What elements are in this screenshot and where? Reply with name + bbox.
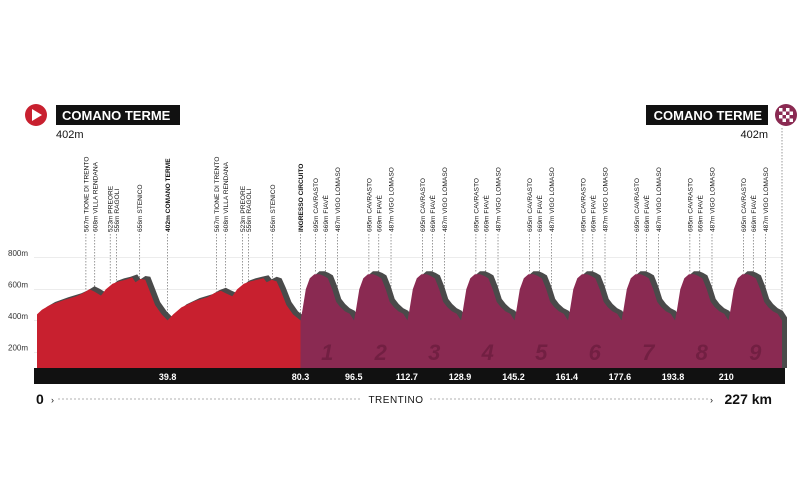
lap-number: 6 — [589, 340, 602, 365]
waypoint-label: 487m VIGO LOMASO — [603, 167, 610, 232]
finish-badge: COMANO TERME 402m — [646, 104, 797, 141]
waypoint-label: 669m FIAVÈ — [642, 195, 651, 232]
y-tick-label: 400m — [8, 312, 28, 321]
lap-number: 5 — [535, 340, 548, 365]
waypoint-label: 487m VIGO LOMASO — [442, 167, 449, 232]
flag-square — [782, 118, 786, 122]
km-band — [34, 368, 785, 384]
lap-number: 7 — [642, 340, 656, 365]
start-name: COMANO TERME — [62, 108, 171, 123]
waypoint-label: 695m CAVRASTO — [473, 178, 480, 232]
axis-end-arrow-icon: › — [710, 395, 713, 405]
lap-number: 3 — [428, 340, 440, 365]
km-marker-label: 177.6 — [609, 372, 632, 382]
flag-square — [786, 108, 790, 112]
km-marker-label: 112.7 — [396, 372, 418, 382]
waypoint-label: 487m VIGO LOMASO — [763, 167, 770, 232]
lap-number: 2 — [374, 340, 388, 365]
play-icon — [32, 109, 42, 121]
start-elevation: 402m — [56, 129, 84, 141]
finish-name: COMANO TERME — [654, 108, 763, 123]
waypoint-label: 695m CAVRASTO — [366, 178, 373, 232]
axis-start-arrow-icon: › — [51, 395, 54, 405]
waypoint-label: 669m FIAVÈ — [428, 195, 437, 232]
waypoint-label: INGRESSO CIRCUITO — [298, 164, 305, 232]
waypoint-label: 669m FIAVÈ — [749, 195, 758, 232]
waypoint-label: 487m VIGO LOMASO — [496, 167, 503, 232]
waypoint-label: 695m CAVRASTO — [420, 178, 427, 232]
profile-area-circuit — [300, 274, 782, 368]
waypoint-labels: 567m TIONE DI TRENTO 608m VILLA RENDANA 52… — [83, 128, 783, 321]
axis-end-label: 227 km — [725, 391, 772, 407]
waypoint-label: 556m RAGOLI — [114, 189, 121, 232]
y-tick-label: 600m — [8, 280, 28, 289]
km-marker-label: 96.5 — [345, 372, 363, 382]
waypoint-label: 487m VIGO LOMASO — [389, 167, 396, 232]
lap-number: 9 — [749, 340, 762, 365]
waypoint-label: 656m STENICO — [270, 184, 277, 232]
waypoint-label: 487m VIGO LOMASO — [335, 167, 342, 232]
y-tick-label: 200m — [8, 343, 28, 352]
waypoint-label: 608m VILLA RENDANA — [92, 161, 99, 232]
waypoint-label: 669m FIAVÈ — [695, 195, 704, 232]
km-marker-label: 210 — [719, 372, 734, 382]
lap-number: 4 — [481, 340, 494, 365]
waypoint-label: 695m CAVRASTO — [634, 178, 641, 232]
km-marker-label: 80.3 — [292, 372, 310, 382]
waypoint-label: 523m PREORE — [240, 185, 247, 232]
y-tick-label: 800m — [8, 249, 28, 258]
start-name-box — [56, 105, 180, 125]
elevation-profile — [37, 271, 787, 368]
waypoint-label: 695m CAVRASTO — [741, 178, 748, 232]
km-marker-label: 128.9 — [449, 372, 472, 382]
flag-square — [779, 108, 783, 112]
km-marker-label: 145.2 — [502, 372, 525, 382]
waypoint-label: 402m COMANO TERME — [165, 158, 172, 232]
waypoint-label: 556m RAGOLI — [246, 189, 253, 232]
waypoint-label: 567m TIONE DI TRENTO — [214, 157, 221, 232]
waypoint-label: 608m VILLA RENDANA — [223, 161, 230, 232]
waypoint-label: 669m FIAVÈ — [321, 195, 330, 232]
waypoint-label: 669m FIAVÈ — [588, 195, 597, 232]
distance-axis: 0 › TRENTINO › 227 km — [36, 391, 772, 407]
y-axis-labels: 800m 600m 400m 200m — [8, 249, 28, 353]
axis-region-bg — [362, 392, 430, 406]
waypoint-label: 487m VIGO LOMASO — [549, 167, 556, 232]
finish-name-box — [646, 105, 768, 125]
km-marker-label: 193.8 — [662, 372, 685, 382]
waypoint-label: 695m CAVRASTO — [313, 178, 320, 232]
waypoint-label: 567m TIONE DI TRENTO — [83, 157, 90, 232]
km-marker-labels: 39.8 80.3 96.5 112.7 128.9 145.2 161.4 177.6 193… — [159, 372, 734, 382]
axis-region-label: TRENTINO — [368, 395, 423, 406]
waypoint-label: 487m VIGO LOMASO — [709, 167, 716, 232]
finish-elevation: 402m — [740, 129, 768, 141]
km-marker-label: 39.8 — [159, 372, 177, 382]
flag-square — [789, 111, 793, 115]
waypoint-label: 695m CAVRASTO — [580, 178, 587, 232]
axis-start-label: 0 — [36, 391, 44, 407]
lap-number: 8 — [696, 340, 709, 365]
lap-number: 1 — [321, 340, 333, 365]
checkered-flag-icon — [775, 104, 797, 126]
flag-square — [786, 115, 790, 119]
start-badge: COMANO TERME 402m — [25, 104, 180, 141]
flag-square — [782, 111, 786, 115]
waypoint-label: 669m FIAVÈ — [374, 195, 383, 232]
waypoint-label: 695m CAVRASTO — [527, 178, 534, 232]
waypoint-label: 695m CAVRASTO — [687, 178, 694, 232]
waypoint-label: 523m PREORE — [108, 185, 115, 232]
circuit-lap-numbers: 1 2 3 4 5 6 7 8 9 — [321, 340, 762, 365]
flag-square — [779, 115, 783, 119]
flag-square — [789, 118, 793, 122]
waypoint-label: 669m FIAVÈ — [535, 195, 544, 232]
waypoint-label: 669m FIAVÈ — [481, 195, 490, 232]
waypoint-label: 487m VIGO LOMASO — [656, 167, 663, 232]
waypoint-label: 656m STENICO — [137, 184, 144, 232]
profile-area-main — [37, 277, 301, 368]
km-marker-label: 161.4 — [555, 372, 578, 382]
